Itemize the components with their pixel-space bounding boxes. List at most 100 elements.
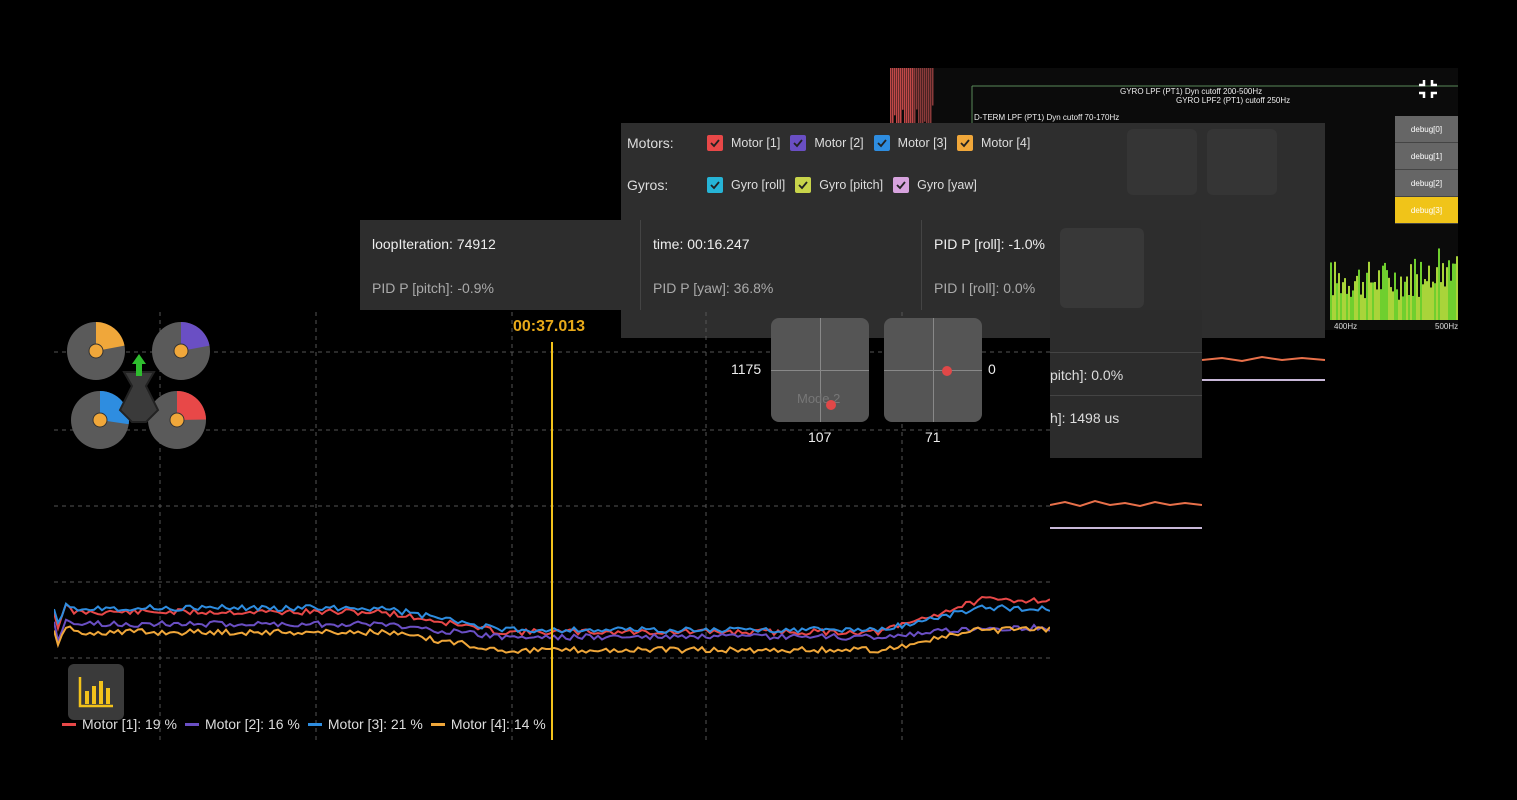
spectrum-bar	[1338, 273, 1340, 320]
spectrum-bar	[1334, 261, 1336, 320]
spectrum-bar	[1362, 281, 1364, 320]
spectrum-bar	[1440, 282, 1442, 320]
motor-4-hub	[169, 412, 185, 428]
motor-1-hub	[88, 343, 104, 359]
spectrum-bar	[1446, 267, 1448, 320]
spectrum-bar	[918, 68, 920, 173]
right-stick-dot	[942, 366, 952, 376]
middle-info-panel: pitch]: 0.0% h]: 1498 us	[1050, 310, 1202, 458]
spectrum-bar	[1448, 260, 1450, 320]
stats-button[interactable]	[68, 664, 124, 720]
motor-checkbox-label: Motor [3]	[897, 136, 947, 150]
faded-stick-left	[1127, 129, 1197, 195]
spectrum-bar	[1340, 293, 1342, 320]
middle-info-line-2: h]: 1498 us	[1050, 410, 1120, 426]
spectrum-bar	[1380, 289, 1382, 320]
checkmark-icon	[707, 177, 723, 193]
collapse-icon[interactable]	[1417, 78, 1439, 100]
spectrum-bar	[1372, 282, 1374, 320]
gyro-checkbox-label: Gyro [pitch]	[819, 178, 884, 192]
right-stick-y-value: 0	[988, 361, 996, 377]
spectrum-bar	[1456, 256, 1458, 320]
spectrum-bar	[1408, 294, 1410, 320]
motor-2-hub	[173, 343, 189, 359]
spectrum-bar	[1386, 270, 1388, 320]
checkmark-icon	[790, 135, 807, 151]
cursor-time-label: 00:37.013	[513, 318, 586, 335]
spectrum-bar	[1336, 283, 1338, 320]
debug-0-button[interactable]: debug[0]	[1395, 116, 1458, 143]
middle-chart-traces	[1050, 499, 1202, 529]
pid-p-yaw-text: PID P [yaw]: 36.8%	[653, 280, 774, 296]
legend-label: Motor [1]: 19 %	[82, 716, 177, 732]
bar-chart-icon	[78, 677, 113, 708]
checkmark-icon	[795, 177, 812, 193]
debug-1-button[interactable]: debug[1]	[1395, 143, 1458, 170]
spectrum-bar	[1430, 287, 1432, 320]
pid-p-pitch-text: PID P [pitch]: -0.9%	[372, 280, 494, 296]
motor-legend: Motor [1]: 19 % Motor [2]: 16 % Motor [3]:…	[62, 716, 554, 732]
spectrum-bar	[1402, 296, 1404, 320]
spectrum-bar	[1396, 289, 1398, 320]
spectrum-bar	[1376, 289, 1378, 320]
spectrum-bar	[1356, 275, 1358, 320]
spectrum-bar	[916, 68, 918, 110]
gyro-checkbox-label: Gyro [roll]	[731, 178, 786, 192]
spectrum-bar	[1404, 281, 1406, 320]
motor-checkbox-label: Motor [2]	[814, 136, 864, 150]
motor-4-level	[177, 391, 206, 420]
filter-label-gyro-lpf2: GYRO LPF2 (PT1) cutoff 250Hz	[1176, 96, 1291, 105]
spectrum-bar	[1354, 281, 1356, 320]
right-stick	[884, 318, 982, 422]
spectrum-bar	[928, 68, 930, 172]
spectrum-bar	[1332, 295, 1334, 320]
spectrum-bar	[1368, 261, 1370, 320]
spectrum-bar	[932, 68, 934, 106]
spectrum-bar	[1420, 261, 1422, 320]
spectrum-bar	[1350, 296, 1352, 320]
legend-swatch	[184, 722, 199, 726]
debug-3-button[interactable]: debug[3]	[1395, 197, 1458, 224]
spectrum-bar	[1418, 296, 1420, 320]
spectrum-bar	[1384, 262, 1386, 320]
gyro-checkbox-2[interactable]: Gyro [pitch]	[795, 177, 883, 193]
spectrum-bar	[1400, 276, 1402, 320]
spectrum-bar	[924, 68, 926, 122]
debug-2-button[interactable]: debug[2]	[1395, 170, 1458, 197]
checkmark-icon	[893, 177, 910, 193]
gyro-checkbox-3[interactable]: Gyro [yaw]	[893, 177, 977, 193]
motor-chart[interactable]: 00:37.013 Motor [1]: 19 % Motor [2]: 16 %…	[54, 312, 1050, 740]
spectrum-bar	[1434, 283, 1436, 320]
info-cell-loop: loopIteration: 74912 PID P [pitch]: -0.9…	[360, 220, 640, 310]
spectrum-bar	[1414, 258, 1416, 320]
spectrum-bar	[1442, 263, 1444, 320]
motor-checkbox-3[interactable]: Motor [3]	[873, 135, 947, 151]
motor-3-hub	[92, 412, 108, 428]
spectrum-bar	[1416, 274, 1418, 320]
spectrum-bar	[1450, 280, 1452, 320]
spectrum-bar	[1352, 290, 1354, 320]
motors-label: Motors:	[627, 135, 674, 151]
spectrum-bar	[1378, 270, 1380, 320]
legend-label: Motor [4]: 14 %	[450, 716, 546, 732]
spectrum-bar	[1412, 295, 1414, 320]
spectrum-bar	[1374, 281, 1376, 320]
spectrum-bar	[1358, 269, 1360, 320]
spectrum-bar	[1360, 294, 1362, 320]
left-stick: Mode 2	[771, 318, 869, 422]
left-stick-y-value: 1175	[731, 361, 762, 377]
spectrum-bar	[1398, 299, 1400, 320]
motor-checkbox-2[interactable]: Motor [2]	[790, 135, 864, 151]
spectrum-bar	[1330, 262, 1332, 320]
spectrum-bar	[930, 68, 932, 125]
legend-item-motor-1: Motor [1]: 19 %	[62, 716, 177, 732]
motor-checkbox-1[interactable]: Motor [1]	[707, 135, 780, 151]
pid-i-roll-text: PID I [roll]: 0.0%	[934, 280, 1036, 296]
quad-frame-icon	[118, 371, 160, 423]
time-text: time: 00:16.247	[653, 236, 750, 252]
gyro-checkbox-1[interactable]: Gyro [roll]	[707, 177, 785, 193]
motor-checkbox-4[interactable]: Motor [4]	[956, 135, 1030, 151]
freq-tick-400: 400Hz	[1334, 322, 1358, 330]
spectrum-bar	[1436, 267, 1438, 320]
spectrum-bar	[1394, 272, 1396, 320]
